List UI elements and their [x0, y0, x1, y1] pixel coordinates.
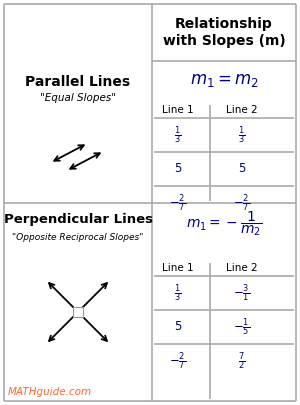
Text: $\frac{1}{3}$: $\frac{1}{3}$	[174, 124, 182, 146]
Text: Line 2: Line 2	[226, 263, 258, 273]
Text: $m_1 = -\dfrac{1}{m_2}$: $m_1 = -\dfrac{1}{m_2}$	[186, 209, 262, 238]
Text: MATHguide.com: MATHguide.com	[8, 387, 92, 397]
Text: $-\frac{2}{7}$: $-\frac{2}{7}$	[233, 192, 250, 214]
Text: $m_1 = m_2$: $m_1 = m_2$	[190, 71, 259, 89]
Bar	[73, 307, 83, 317]
Text: "Opposite Reciprocal Slopes": "Opposite Reciprocal Slopes"	[12, 233, 144, 242]
Text: $\frac{1}{3}$: $\frac{1}{3}$	[174, 282, 182, 304]
Text: "Equal Slopes": "Equal Slopes"	[40, 93, 116, 103]
Text: $\frac{1}{3}$: $\frac{1}{3}$	[238, 124, 246, 146]
Text: $-\frac{1}{5}$: $-\frac{1}{5}$	[233, 316, 250, 338]
Text: Line 2: Line 2	[226, 105, 258, 115]
Text: Perpendicular Lines: Perpendicular Lines	[4, 213, 152, 226]
Text: $5$: $5$	[174, 162, 182, 175]
Text: Line 1: Line 1	[162, 263, 194, 273]
Text: $-\frac{2}{7}$: $-\frac{2}{7}$	[169, 192, 187, 214]
Text: Parallel Lines: Parallel Lines	[26, 75, 130, 89]
Text: Relationship
with Slopes (m): Relationship with Slopes (m)	[163, 17, 285, 48]
Text: $-\frac{3}{1}$: $-\frac{3}{1}$	[233, 282, 250, 304]
Text: $5$: $5$	[174, 320, 182, 333]
Text: Line 1: Line 1	[162, 105, 194, 115]
Text: $\frac{7}{2}$: $\frac{7}{2}$	[238, 350, 246, 372]
Text: $5$: $5$	[238, 162, 246, 175]
Text: $-\frac{2}{7}$: $-\frac{2}{7}$	[169, 350, 187, 372]
